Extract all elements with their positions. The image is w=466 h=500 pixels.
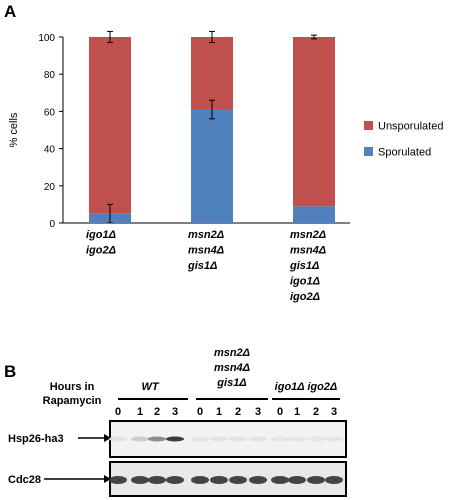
lane-hour-label: 2 xyxy=(154,406,160,418)
legend-label: Unsporulated xyxy=(378,121,443,133)
blot-group-label: msn4Δ xyxy=(214,362,250,374)
category-label: gis1Δ xyxy=(289,260,319,272)
category-label: gis1Δ xyxy=(187,260,217,272)
lane-hour-label: 3 xyxy=(172,406,178,418)
blot-band xyxy=(191,436,209,442)
panel-b-label: B xyxy=(4,362,16,381)
blot-band xyxy=(210,476,228,484)
blot-arrow-head xyxy=(104,434,111,442)
category-label: msn4Δ xyxy=(290,245,326,257)
legend-swatch xyxy=(364,121,373,130)
blot-band xyxy=(131,436,149,442)
y-tick-label: 100 xyxy=(38,33,55,44)
bar-sporulated xyxy=(293,206,335,223)
sporulation-chart: % cells 0 20 40 60 80 100 xyxy=(8,30,350,230)
lane-hour-label: 0 xyxy=(277,406,283,418)
blot-band xyxy=(166,436,184,442)
legend-swatch xyxy=(364,147,373,156)
lane-hour-label: 0 xyxy=(115,406,121,418)
bar-sporulated xyxy=(191,109,233,223)
legend-label: Sporulated xyxy=(378,147,431,159)
category-labels: igo1Δ igo2Δ msn2Δ msn4Δ gis1Δ msn2Δ msn4Δ gis1Δ… xyxy=(86,229,326,303)
blot-band xyxy=(249,436,267,442)
bar-unsporulated xyxy=(293,37,335,207)
category-label: igo1Δ xyxy=(290,276,320,288)
hours-label-line1: Hours in xyxy=(50,381,95,393)
category-label: igo2Δ xyxy=(290,291,320,303)
blot-band xyxy=(307,476,325,484)
lane-hour-label: 2 xyxy=(313,406,319,418)
blot-band xyxy=(210,436,228,442)
blot-band xyxy=(148,436,166,442)
blot-band xyxy=(271,436,289,442)
y-tick-label: 20 xyxy=(44,182,56,193)
blot-band xyxy=(148,476,166,484)
blot-band xyxy=(271,476,289,484)
bar-unsporulated xyxy=(191,37,233,110)
chart-legend: Unsporulated Sporulated xyxy=(364,121,443,159)
blot-arrow-head xyxy=(104,475,111,483)
blot-group-label: msn2Δ xyxy=(214,347,250,359)
panel-a-label: A xyxy=(4,2,16,21)
category-label: msn4Δ xyxy=(188,245,224,257)
blot-group-label: gis1Δ xyxy=(216,377,246,389)
lane-hour-label: 3 xyxy=(331,406,337,418)
blot-band xyxy=(229,476,247,484)
blot-band xyxy=(307,436,325,442)
y-tick-label: 40 xyxy=(44,145,56,156)
category-label: igo1Δ xyxy=(86,229,116,241)
lane-hour-label: 1 xyxy=(216,406,222,418)
lane-hour-label: 1 xyxy=(294,406,300,418)
blot-band xyxy=(325,476,343,484)
blot-band xyxy=(109,436,127,442)
bar-unsporulated xyxy=(89,37,131,214)
blot-band xyxy=(325,436,343,442)
y-tick-label: 0 xyxy=(49,219,55,230)
lane-hour-label: 3 xyxy=(255,406,261,418)
lane-hour-label: 0 xyxy=(197,406,203,418)
blot-group-label: igo1Δ igo2Δ xyxy=(275,381,338,393)
blot-band xyxy=(249,476,267,484)
category-label: msn2Δ xyxy=(188,229,224,241)
blot-band xyxy=(288,476,306,484)
blot-band xyxy=(229,436,247,442)
y-tick-label: 60 xyxy=(44,107,56,118)
category-label: igo2Δ xyxy=(86,245,116,257)
lane-hour-label: 2 xyxy=(235,406,241,418)
y-axis-label: % cells xyxy=(8,112,20,147)
blot-label: Cdc28 xyxy=(8,474,41,486)
blot-band xyxy=(191,476,209,484)
blot-group-label: WT xyxy=(141,381,159,393)
blot-band xyxy=(166,476,184,484)
y-tick-label: 80 xyxy=(44,70,56,81)
blot-band xyxy=(288,436,306,442)
category-label: msn2Δ xyxy=(290,229,326,241)
lane-hour-label: 1 xyxy=(137,406,143,418)
hours-label-line2: Rapamycin xyxy=(43,395,102,407)
blot-label: Hsp26-ha3 xyxy=(8,433,64,445)
blot-band xyxy=(131,476,149,484)
blot-band xyxy=(109,476,127,484)
